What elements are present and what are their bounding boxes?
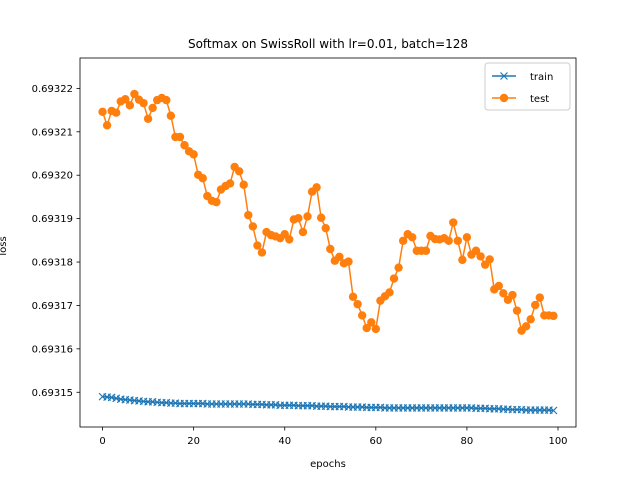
y-axis-title: loss — [0, 236, 9, 255]
data-point-test — [121, 95, 130, 104]
data-point-test — [453, 236, 463, 245]
data-point-test — [166, 111, 176, 120]
legend-train-label: train — [530, 72, 553, 83]
y-tick-label: 0.69317 — [32, 301, 73, 312]
data-point-test — [471, 246, 481, 255]
x-tick-label: 60 — [369, 436, 382, 447]
data-point-test — [362, 323, 371, 333]
plot-area: 0 20 40 60 80 100 0.69315 0.69316 0.69317 0.69318… — [32, 57, 577, 447]
data-point-test — [508, 290, 517, 300]
data-point-test — [512, 306, 522, 315]
data-point-test — [189, 150, 198, 159]
data-point-test — [531, 300, 540, 310]
data-point-test — [348, 292, 358, 301]
data-point-test — [398, 236, 408, 245]
series-train-line — [102, 395, 554, 412]
data-point-test — [303, 212, 312, 221]
data-point-test — [526, 315, 535, 324]
data-point-test — [385, 288, 394, 297]
data-point-test — [294, 213, 303, 223]
data-point-test — [549, 311, 558, 321]
data-point-test — [458, 255, 467, 265]
data-point-test — [239, 180, 248, 189]
data-point-test — [130, 89, 139, 99]
y-tick-label: 0.69322 — [32, 84, 73, 95]
y-tick-label: 0.69321 — [32, 127, 73, 138]
x-tick-label: 20 — [187, 436, 200, 447]
y-tick-label: 0.69315 — [32, 388, 73, 399]
data-point-test — [326, 244, 335, 254]
data-point-test — [285, 235, 294, 244]
legend-test-label: test — [530, 94, 549, 105]
data-point-test — [421, 246, 431, 255]
data-point-test — [476, 252, 485, 261]
chart-title: Softmax on SwissRoll with lr=0.01, batch… — [188, 37, 468, 51]
data-point-test — [198, 174, 207, 183]
data-point-test — [316, 213, 326, 222]
data-point-test — [444, 236, 453, 245]
data-point-test — [102, 121, 112, 130]
data-point-test — [371, 324, 381, 334]
data-point-test — [248, 222, 258, 231]
data-point-test — [225, 179, 235, 188]
data-point-train — [549, 406, 558, 415]
data-point-test — [180, 141, 189, 150]
y-tick-label: 0.69318 — [32, 258, 73, 269]
x-axis-title: epochs — [310, 459, 346, 470]
data-point-test — [389, 274, 399, 283]
data-point-test — [112, 108, 121, 117]
legend-test-marker — [499, 93, 509, 103]
data-point-test — [353, 299, 362, 309]
data-point-test — [257, 248, 267, 257]
data-point-test — [394, 263, 403, 272]
data-point-test — [357, 311, 367, 320]
axes-frame — [79, 57, 577, 428]
data-point-test — [499, 289, 508, 298]
data-point-test — [335, 252, 344, 262]
y-tick-label: 0.69316 — [32, 344, 73, 355]
data-point-test — [148, 103, 157, 113]
data-point-test — [162, 95, 171, 105]
data-point-test — [408, 233, 417, 242]
x-tick-label: 80 — [461, 436, 474, 447]
data-point-test — [253, 241, 262, 250]
legend: train test — [484, 62, 571, 111]
data-point-test — [321, 223, 330, 233]
data-point-test — [139, 98, 148, 108]
y-tick-label: 0.69320 — [32, 171, 73, 182]
data-point-test — [298, 227, 308, 237]
x-tick-label: 0 — [99, 436, 105, 447]
data-point-test — [98, 107, 107, 117]
data-point-test — [244, 210, 253, 220]
data-point-test — [344, 257, 353, 266]
data-point-test — [312, 183, 321, 192]
data-point-test — [462, 233, 472, 242]
x-tick-label: 40 — [278, 436, 291, 447]
data-point-test — [449, 218, 458, 227]
data-point-test — [367, 318, 376, 327]
data-point-test — [521, 322, 531, 331]
data-point-test — [535, 293, 544, 302]
data-point-test — [494, 281, 503, 291]
data-point-test — [234, 167, 244, 176]
legend-frame — [484, 62, 571, 111]
legend-train-marker — [500, 72, 508, 80]
data-point-test — [143, 114, 153, 123]
data-point-test — [485, 255, 494, 264]
y-tick-label: 0.69319 — [32, 214, 73, 225]
x-tick-label: 100 — [548, 436, 567, 447]
data-point-test — [125, 101, 135, 110]
data-point-test — [175, 132, 185, 142]
data-point-test — [212, 197, 221, 207]
